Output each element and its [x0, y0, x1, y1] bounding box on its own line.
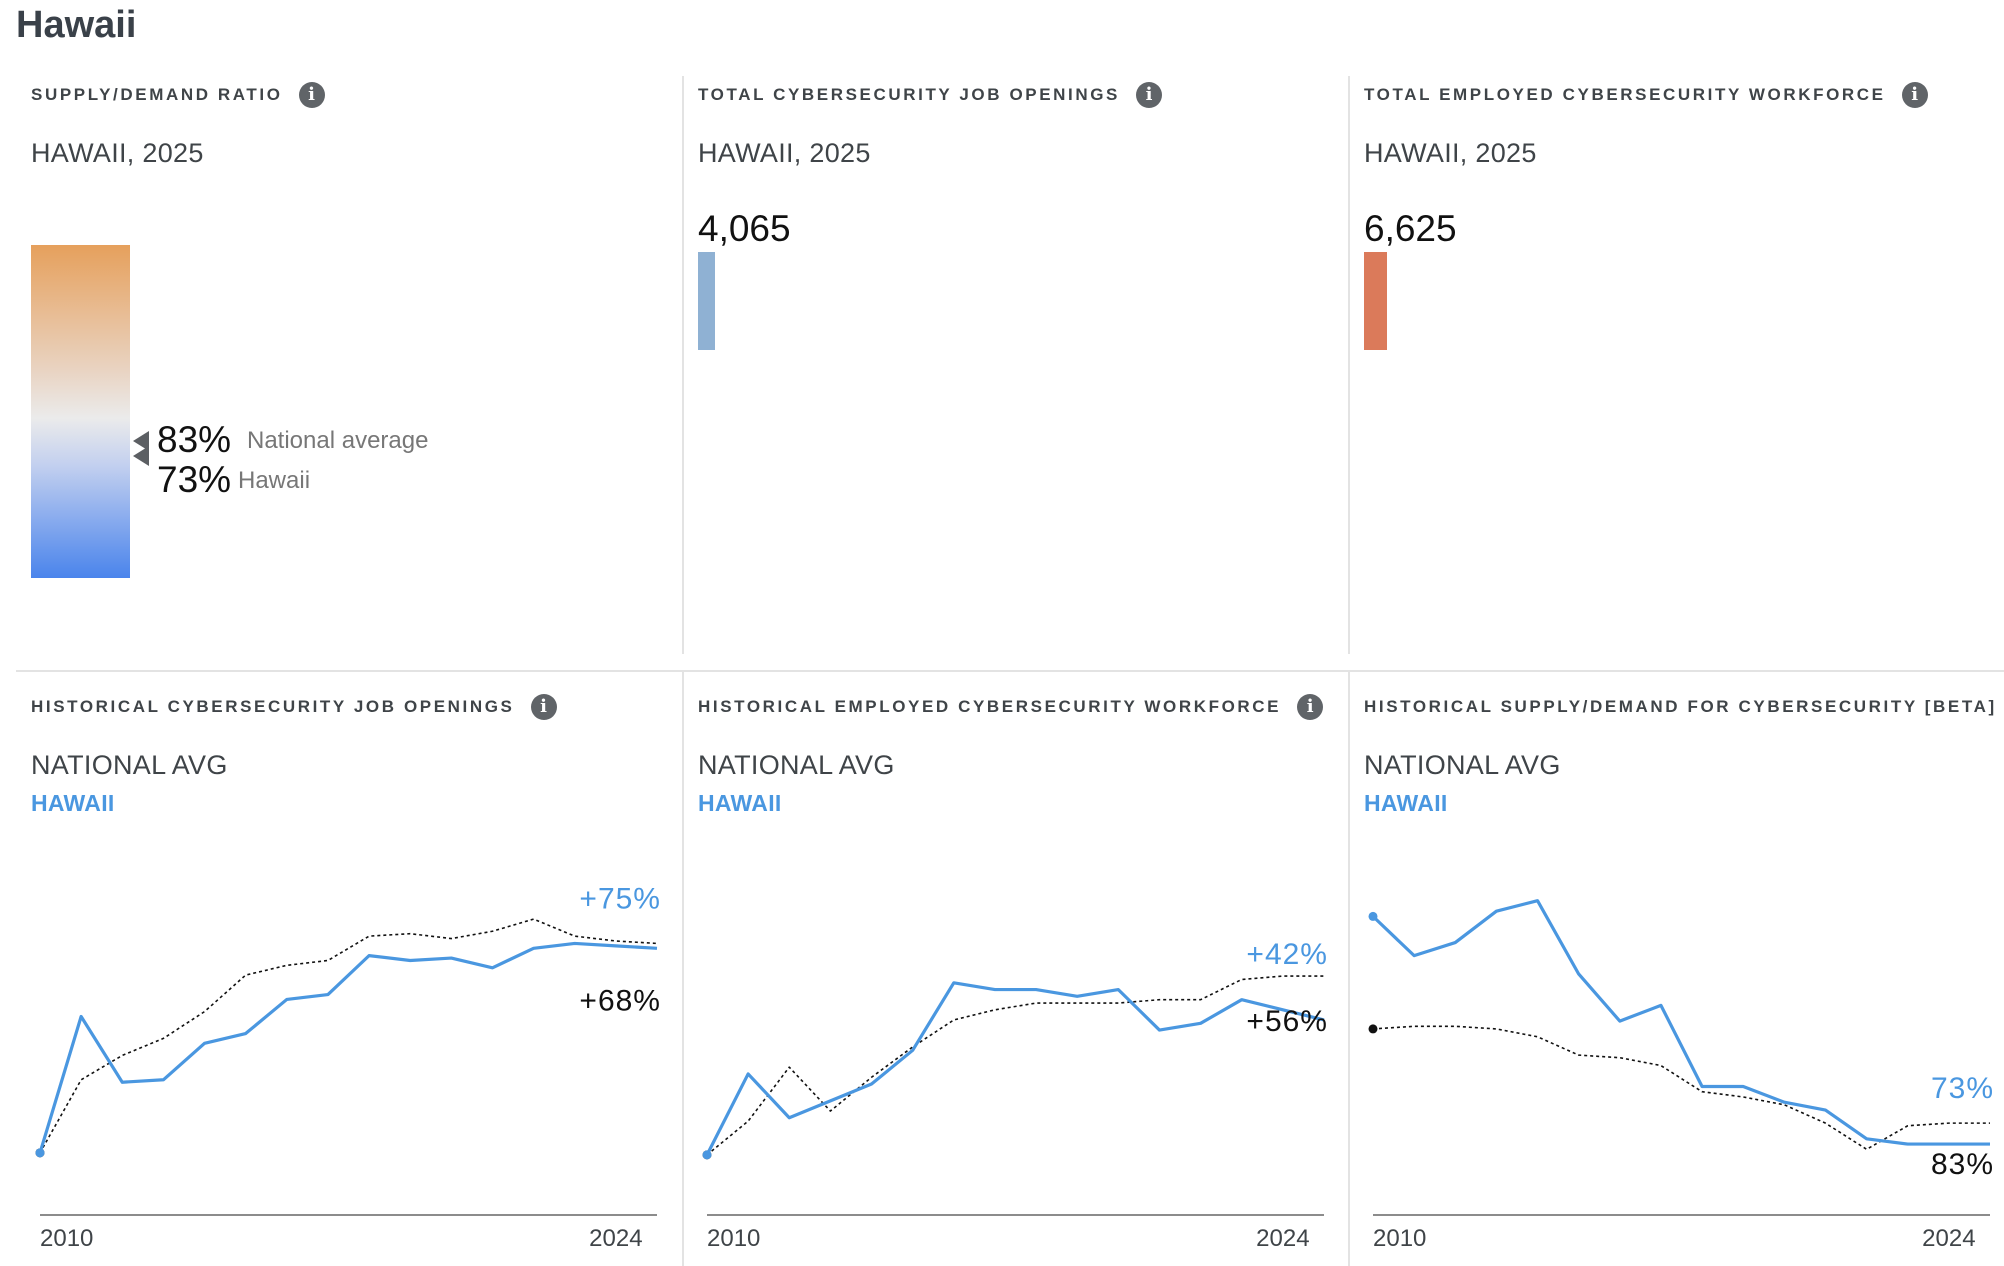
legend-hawaii: HAWAII [698, 790, 782, 816]
panel-title-text: TOTAL EMPLOYED CYBERSECURITY WORKFORCE [1364, 85, 1886, 104]
national-series-line [39, 918, 658, 1154]
legend-national: NATIONAL AVG [1364, 750, 1561, 780]
x-tick-label: 2024 [589, 1225, 642, 1252]
hawaii-start-point [1368, 911, 1378, 921]
hawaii-series-line [38, 941, 658, 1154]
x-tick-label: 2010 [1373, 1225, 1426, 1252]
x-tick-label: 2024 [1922, 1225, 1975, 1252]
panel-title: HISTORICAL CYBERSECURITY JOB OPENINGS i [31, 694, 557, 720]
panel-title-text: TOTAL CYBERSECURITY JOB OPENINGS [698, 85, 1120, 104]
x-tick-label: 2024 [1256, 1225, 1309, 1252]
panel-title-text: HISTORICAL EMPLOYED CYBERSECURITY WORKFO… [698, 697, 1282, 716]
national-average-label: National average [247, 427, 429, 454]
panel-title: TOTAL EMPLOYED CYBERSECURITY WORKFORCE i [1364, 82, 1928, 108]
panel-subtitle: HAWAII, 2025 [698, 138, 871, 168]
national-average-value: 83% [157, 419, 232, 460]
panel-title-text: HISTORICAL SUPPLY/DEMAND FOR CYBERSECURI… [1364, 697, 1997, 716]
legend-national: NATIONAL AVG [31, 750, 228, 780]
job-openings-line-chart: 2010 2024 +75% +68% [35, 882, 661, 1252]
hawaii-start-point [702, 1150, 712, 1160]
info-icon[interactable]: i [298, 82, 325, 108]
info-icon[interactable]: i [1297, 694, 1324, 720]
hawaii-end-label: 73% [1931, 1072, 1994, 1105]
hawaii-start-point [35, 1148, 45, 1158]
historical-supply-demand-panel: HISTORICAL SUPPLY/DEMAND FOR CYBERSECURI… [1333, 612, 2004, 1266]
legend-national: NATIONAL AVG [698, 750, 895, 780]
divider [1348, 76, 1350, 654]
legend-hawaii: HAWAII [1364, 790, 1448, 816]
supply-demand-ratio-panel: SUPPLY/DEMAND RATIO i HAWAII, 2025 83% N… [0, 0, 682, 660]
historical-workforce-panel: HISTORICAL EMPLOYED CYBERSECURITY WORKFO… [667, 612, 1333, 1266]
national-start-point [1368, 1024, 1378, 1034]
divider [682, 672, 684, 1266]
hawaii-ratio-value: 73% [157, 459, 232, 500]
panel-title-text: HISTORICAL CYBERSECURITY JOB OPENINGS [31, 697, 515, 716]
panel-subtitle: HAWAII, 2025 [31, 138, 204, 168]
ratio-gradient-bar [31, 245, 130, 578]
hawaii-ratio-label: Hawaii [238, 467, 311, 494]
x-tick-label: 2010 [40, 1225, 93, 1252]
hawaii-end-label: +42% [1246, 938, 1328, 971]
national-series-line [706, 975, 1324, 1156]
national-end-label: +68% [579, 984, 661, 1017]
legend-hawaii: HAWAII [31, 790, 115, 816]
panel-title: HISTORICAL EMPLOYED CYBERSECURITY WORKFO… [698, 694, 1324, 720]
employed-workforce-bar [1364, 252, 1387, 350]
hawaii-series-line [705, 981, 1325, 1156]
info-icon[interactable]: i [530, 694, 557, 720]
divider [1348, 672, 1350, 1266]
divider [16, 670, 2004, 672]
divider [682, 76, 684, 654]
historical-job-openings-panel: HISTORICAL CYBERSECURITY JOB OPENINGS i [0, 612, 682, 1266]
job-openings-bar [698, 252, 715, 350]
state-marker-icon [133, 446, 149, 466]
job-openings-value: 4,065 [698, 208, 791, 249]
hawaii-series-line [1371, 899, 1990, 1146]
job-openings-panel: TOTAL CYBERSECURITY JOB OPENINGS i HAWAI… [667, 0, 1333, 660]
national-end-label: 83% [1931, 1148, 1994, 1181]
info-icon[interactable]: i [1136, 82, 1162, 108]
supply-demand-line-chart: 2010 2024 73% 83% [1368, 899, 1994, 1252]
info-icon[interactable]: i [1901, 82, 1928, 108]
workforce-line-chart: 2010 2024 +42% +56% [702, 938, 1328, 1252]
employed-workforce-value: 6,625 [1364, 208, 1457, 249]
panel-title-text: SUPPLY/DEMAND RATIO [31, 85, 283, 104]
employed-workforce-panel: TOTAL EMPLOYED CYBERSECURITY WORKFORCE i… [1333, 0, 2004, 660]
x-tick-label: 2010 [707, 1225, 760, 1252]
national-series-line [1372, 1025, 1990, 1151]
panel-title: TOTAL CYBERSECURITY JOB OPENINGS i [698, 82, 1162, 108]
hawaii-end-label: +75% [579, 882, 661, 915]
national-end-label: +56% [1246, 1005, 1328, 1038]
page-title: Hawaii [16, 4, 137, 46]
panel-title: SUPPLY/DEMAND RATIO i [31, 82, 325, 108]
panel-title: HISTORICAL SUPPLY/DEMAND FOR CYBERSECURI… [1364, 694, 2004, 720]
panel-subtitle: HAWAII, 2025 [1364, 138, 1537, 168]
